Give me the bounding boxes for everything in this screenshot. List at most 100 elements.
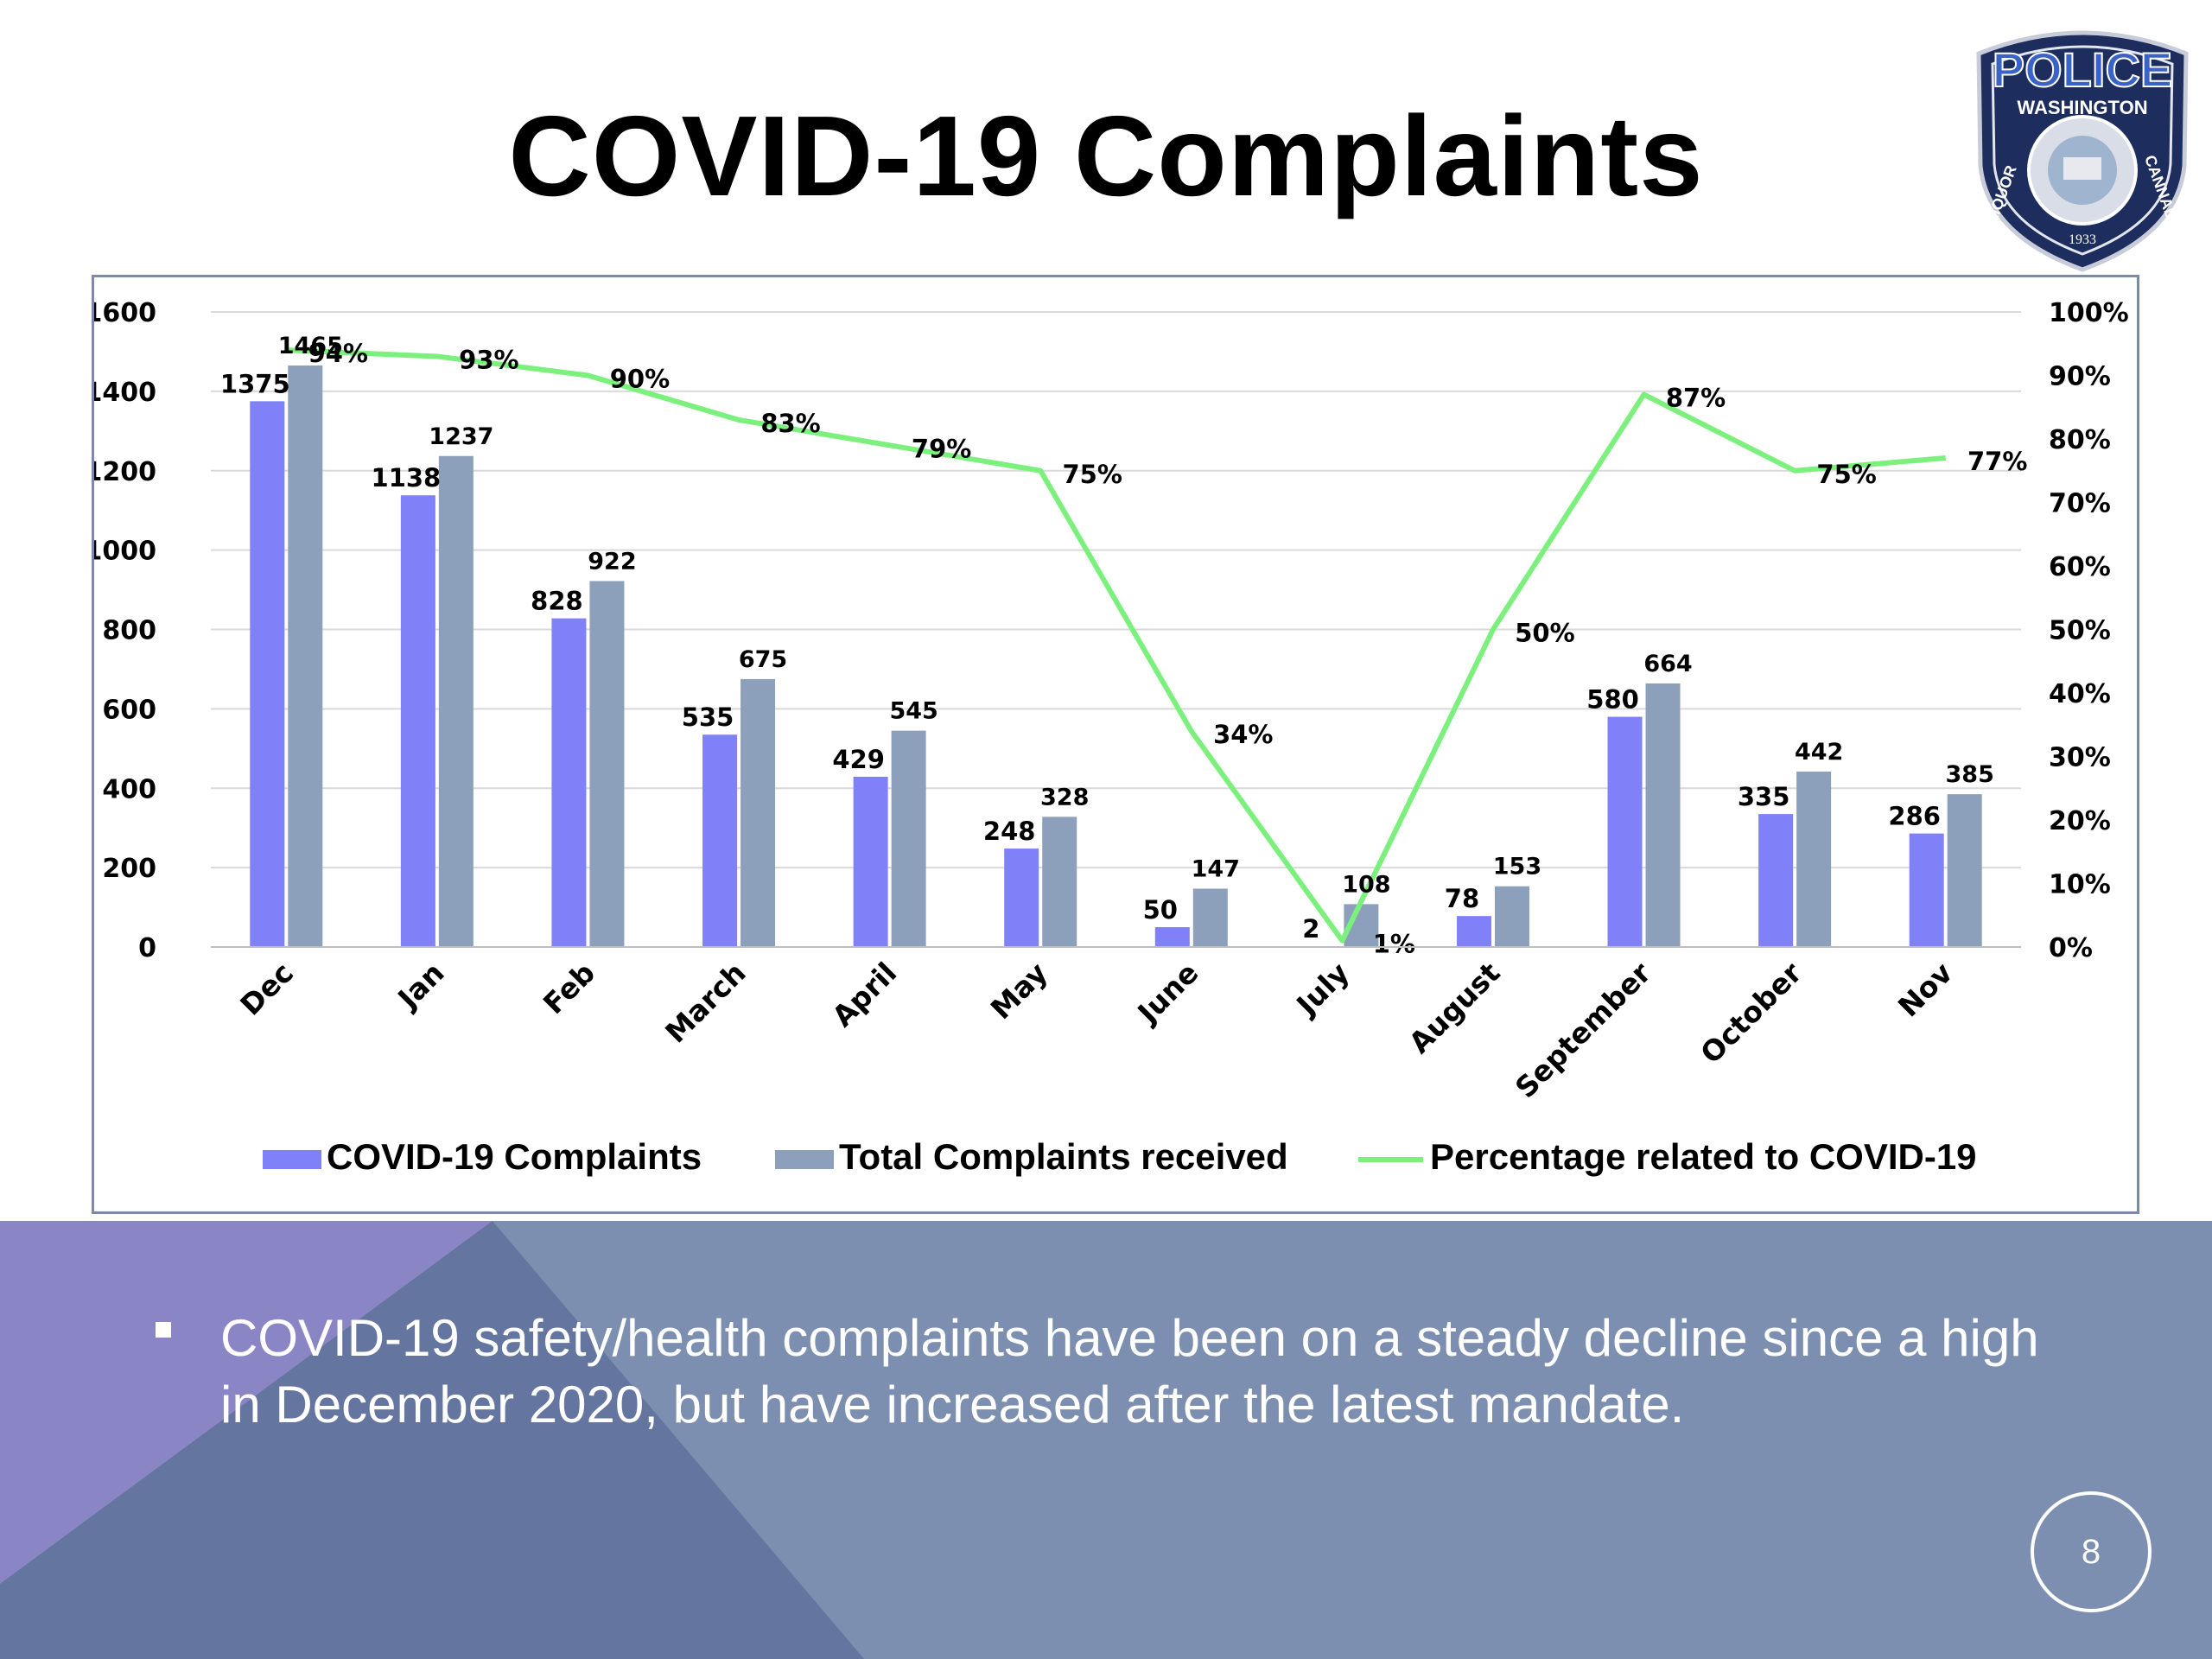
percentage-line (286, 347, 1946, 944)
covid-value-label: 50 (1143, 895, 1178, 925)
covid-value-label: 286 (1888, 802, 1941, 831)
y-left-tick-label: 1000 (94, 537, 156, 567)
covid-value-label: 828 (531, 587, 583, 616)
bar-covid-complaints (250, 401, 285, 947)
y-right-tick-label: 0% (2049, 933, 2093, 963)
chart-frame: 1375 1465 1138 1237 828 922 535 675 429 545 248 328… (92, 275, 2139, 1214)
total-value-label: 385 (1946, 761, 1994, 788)
total-value-label: 442 (1795, 739, 1843, 766)
y-right-tick-label: 60% (2049, 552, 2111, 582)
y-left-tick-label: 1200 (94, 457, 156, 487)
total-value-label: 108 (1342, 871, 1390, 898)
bar-total-complaints (1645, 683, 1681, 947)
legend-swatch (775, 1150, 834, 1169)
covid-value-label: 2 (1302, 914, 1319, 944)
covid-value-label: 1375 (220, 369, 290, 398)
x-category-label: Dec (233, 956, 300, 1022)
page-number: 8 (2031, 1491, 2152, 1612)
bar-total-complaints (288, 365, 323, 947)
legend-swatch (263, 1150, 321, 1169)
bottom-decorative-panel (0, 1221, 2212, 1659)
bar-total-complaints (1947, 794, 1982, 947)
covid-value-label: 429 (832, 745, 885, 774)
legend: COVID-19 Complaints Total Complaints rece… (263, 1136, 1977, 1177)
slide-title: COVID-19 Complaints (508, 92, 1704, 219)
percentage-value-label: 93% (459, 345, 518, 374)
x-category-label: October (1694, 956, 1808, 1071)
percentage-value-label: 94% (308, 339, 368, 368)
bar-total-complaints (1042, 817, 1077, 947)
percentage-value-label: 83% (760, 409, 820, 438)
y-right-tick-label: 40% (2049, 679, 2111, 709)
bar-total-complaints (438, 455, 474, 947)
bar-covid-complaints (1909, 833, 1944, 947)
x-category-label: March (658, 956, 752, 1049)
bar-covid-complaints (1456, 916, 1491, 947)
percentage-value-label: 34% (1213, 720, 1273, 749)
covid-value-label: 580 (1586, 685, 1639, 715)
percentage-value-label: 79% (912, 434, 971, 463)
axes: 0 200 400 600 800 1000 1200 1400 1600 0% 10% 20% 30%… (94, 298, 2129, 1104)
svg-text:1933: 1933 (2069, 232, 2096, 247)
police-badge-logo: POLICE WASHINGTON LIQUOR CANNABIS 1933 (1976, 30, 2189, 272)
svg-text:WASHINGTON: WASHINGTON (2017, 97, 2147, 118)
x-category-label: Feb (537, 956, 601, 1020)
gridlines (211, 311, 2021, 948)
total-value-label: 147 (1192, 855, 1240, 882)
percentage-value-label: 87% (1666, 384, 1726, 413)
total-value-label: 664 (1643, 651, 1692, 677)
total-value-label: 153 (1493, 854, 1541, 880)
y-left-tick-label: 200 (102, 854, 156, 884)
legend-label: Total Complaints received (839, 1136, 1288, 1177)
total-value-label: 922 (588, 548, 636, 575)
bar-total-complaints (1192, 888, 1228, 947)
x-category-label: August (1402, 956, 1507, 1060)
y-right-tick-label: 50% (2049, 616, 2111, 646)
covid-value-label: 335 (1738, 782, 1790, 811)
x-category-label: September (1509, 956, 1658, 1105)
y-right-tick-label: 30% (2049, 743, 2111, 773)
bar-covid-complaints (400, 495, 435, 947)
x-category-label: June (1130, 956, 1205, 1031)
covid-value-label: 248 (983, 817, 1036, 846)
percentage-value-label: 75% (1816, 460, 1876, 489)
percentage-line-layer (286, 347, 1946, 944)
bar-covid-complaints (853, 776, 888, 947)
y-left-tick-label: 800 (102, 616, 156, 646)
x-category-label: Jan (390, 956, 450, 1016)
total-value-label: 328 (1040, 784, 1089, 810)
x-category-label: May (984, 956, 1054, 1026)
total-value-label: 675 (739, 646, 787, 673)
percentage-value-label: 50% (1515, 619, 1574, 648)
percentage-value-label: 77% (1967, 447, 2027, 476)
bar-covid-complaints (702, 734, 738, 947)
y-left-tick-label: 1400 (94, 378, 156, 408)
bar-total-complaints (891, 730, 926, 947)
bars (250, 365, 1982, 947)
total-value-label: 545 (889, 698, 938, 725)
x-category-label: April (825, 956, 903, 1033)
bar-covid-complaints (1607, 716, 1643, 947)
bar-total-complaints (1796, 771, 1832, 947)
percentage-value-label: 75% (1062, 460, 1122, 489)
y-left-tick-label: 400 (102, 774, 156, 804)
percentage-value-label: 90% (610, 365, 670, 394)
y-left-tick-label: 1600 (94, 298, 156, 328)
y-left-tick-label: 600 (102, 695, 156, 725)
total-value-label: 1465 (278, 333, 343, 359)
y-right-tick-label: 100% (2049, 298, 2129, 328)
bar-covid-complaints (1154, 927, 1190, 947)
percentage-value-label: 1% (1373, 930, 1415, 959)
y-left-tick-label: 0 (138, 933, 156, 963)
legend-label: Percentage related to COVID-19 (1430, 1136, 1977, 1177)
y-right-tick-label: 80% (2049, 425, 2111, 455)
covid-value-label: 78 (1445, 884, 1479, 913)
page-number-label: 8 (2081, 1532, 2101, 1571)
x-category-label: Nov (1891, 956, 1960, 1024)
x-category-label: July (1289, 956, 1357, 1023)
y-right-tick-label: 20% (2049, 806, 2111, 836)
bar-total-complaints (1494, 886, 1529, 947)
legend-label: COVID-19 Complaints (327, 1136, 702, 1177)
bar-covid-complaints (1004, 849, 1039, 947)
